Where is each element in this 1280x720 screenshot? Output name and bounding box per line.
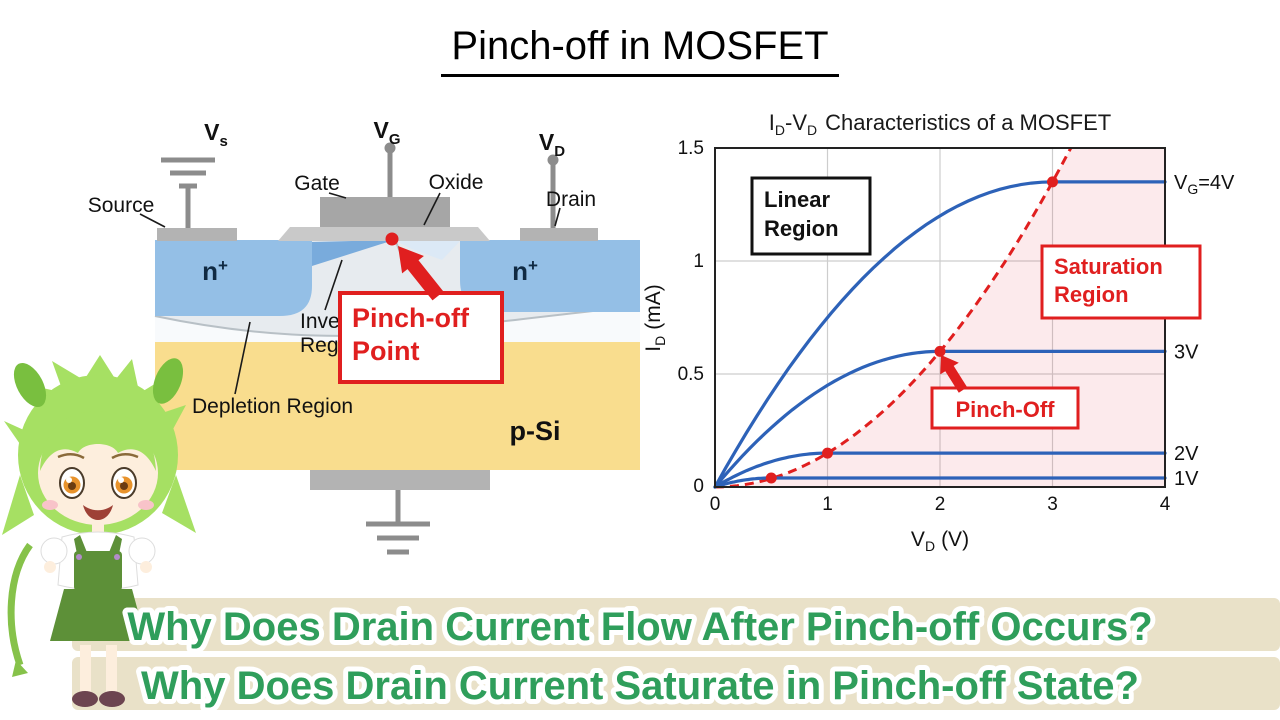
id-vd-characteristics-chart: 0 1 2 3 4 0 0.5 1 1.5 ID-VD Characteristi… <box>642 110 1235 554</box>
source-ground-symbol <box>161 157 215 228</box>
y-tick-15: 1.5 <box>678 138 704 159</box>
source-label: Source <box>88 194 155 217</box>
source-contact <box>157 228 237 241</box>
curve-vg-1v <box>713 476 1167 489</box>
pinch-off-point-dot <box>385 232 399 246</box>
banner-line-1: Why Does Drain Current Flow After Pinch-… <box>127 605 1152 649</box>
p-si-label: p-Si <box>510 416 561 446</box>
pinch-off-annotation-arrow <box>940 355 968 393</box>
gate-label: Gate <box>294 172 340 195</box>
mascot-bangs <box>40 411 156 471</box>
drain-side-depleted-wedge <box>394 240 460 260</box>
mascot-pea-pods <box>13 358 184 408</box>
saturation-region-label-line2: Region <box>1054 282 1129 307</box>
mascot-mouth <box>83 505 113 520</box>
curve-label-vg3: 3V <box>1174 341 1199 363</box>
depletion-region-band <box>155 306 640 342</box>
x-tick-3: 3 <box>1047 494 1058 515</box>
y-tick-1: 1 <box>693 251 704 272</box>
source-leader-line <box>139 213 166 228</box>
mascot-blush-left <box>42 500 58 510</box>
curve-vg-3v <box>713 349 1167 489</box>
banner-line-2: Why Does Drain Current Saturate in Pinch… <box>141 664 1139 708</box>
n-plus-label-left: n+ <box>202 256 228 286</box>
vg-terminal-label: VG <box>373 117 400 148</box>
gate-leader-line <box>328 192 347 199</box>
drain-terminal-wire <box>547 154 559 228</box>
banner-strip-2 <box>72 657 1280 710</box>
y-tick-05: 0.5 <box>678 364 704 385</box>
linear-region-label-line1: Linear <box>764 187 830 212</box>
drain-contact <box>520 228 598 241</box>
inversion-layer-wedge <box>312 240 394 266</box>
x-tick-2: 2 <box>935 494 946 515</box>
gate-terminal-wire <box>384 142 396 197</box>
pinch-off-annotation-label: Pinch-Off <box>956 397 1056 422</box>
pinch-off-callout-line1: Pinch-off <box>352 303 470 333</box>
gate-oxide-layer <box>278 227 490 241</box>
saturation-region-label-line1: Saturation <box>1054 254 1163 279</box>
mascot-body <box>40 523 156 707</box>
depletion-region-label: Depletion Region <box>192 395 353 418</box>
pinch-off-callout-box <box>338 291 504 384</box>
pinch-off-point-dots <box>765 176 1058 484</box>
x-axis-label: VD (V) <box>911 528 969 554</box>
chart-title: ID-VD Characteristics of a MOSFET <box>769 110 1111 138</box>
linear-region-label-line2: Region <box>764 216 839 241</box>
saturation-region-box <box>1040 244 1202 320</box>
mascot-blush-right <box>138 500 154 510</box>
curve-label-vg4: VG=4V <box>1174 172 1235 197</box>
mascot-tail-vine <box>7 542 33 677</box>
curve-label-vg2: 2V <box>1174 443 1199 465</box>
n-plus-source-region <box>155 240 312 316</box>
mascot-character <box>2 355 196 707</box>
x-tick-0: 0 <box>710 494 721 515</box>
y-axis-label: ID(mA) <box>642 284 668 351</box>
vd-terminal-label: VD <box>539 129 565 160</box>
pinch-off-callout-line2: Point <box>352 336 420 366</box>
drain-leader-line <box>554 207 561 227</box>
y-tick-0: 0 <box>693 476 704 497</box>
banner-strip-1 <box>72 598 1280 651</box>
banner-text: Why Does Drain Current Flow After Pinch-… <box>122 600 1157 713</box>
oxide-leader-line <box>423 192 441 226</box>
linear-region-box <box>750 176 872 256</box>
mosfet-cross-section-diagram: Vs VG VD Gate Oxide Source Drain Depleti… <box>88 117 641 555</box>
page-title: Pinch-off in MOSFET <box>441 24 839 77</box>
vs-terminal-label: Vs <box>204 119 228 150</box>
inversion-leader-line <box>324 259 343 311</box>
n-plus-drain-region <box>460 240 640 312</box>
pinch-off-arrow <box>398 246 444 301</box>
x-tick-4: 4 <box>1160 494 1171 515</box>
n-plus-label-right: n+ <box>512 256 538 286</box>
pinch-off-annotation-box <box>930 386 1080 430</box>
body-ground-symbol <box>366 490 430 555</box>
mascot-eyes <box>57 453 139 499</box>
drain-label: Drain <box>546 188 596 211</box>
curve-label-vg1: 1V <box>1174 468 1199 490</box>
depletion-leader-line <box>234 321 251 395</box>
curve-vg-4v <box>713 180 1167 489</box>
page-header: Pinch-off in MOSFET <box>0 24 1280 77</box>
gate-electrode <box>320 197 450 227</box>
oxide-label: Oxide <box>429 171 484 194</box>
x-tick-1: 1 <box>822 494 833 515</box>
body-contact <box>310 470 490 490</box>
curve-vg-2v <box>713 451 1167 489</box>
